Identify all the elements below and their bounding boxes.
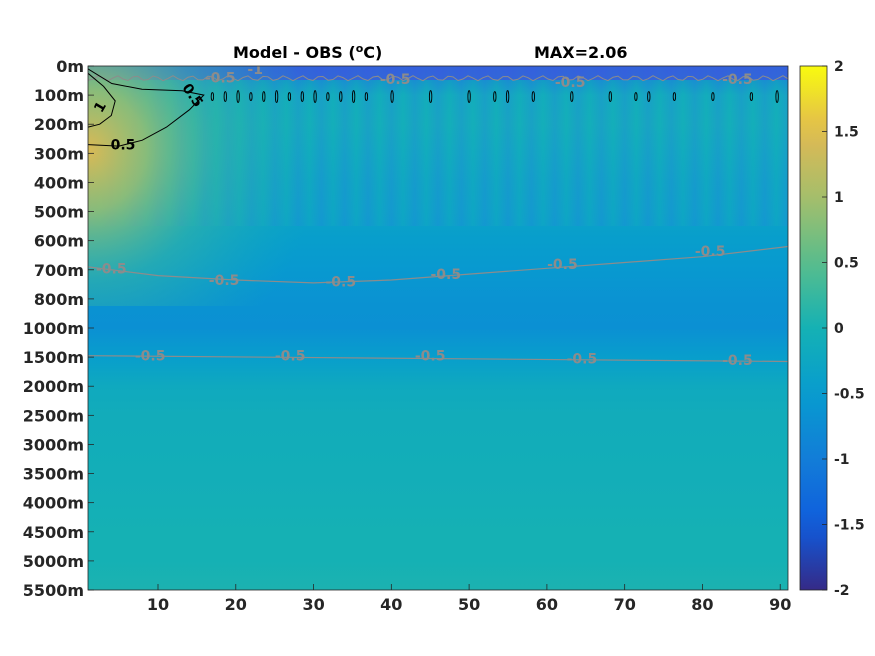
y-axis: 0m 100m 200m 300m 400m 500m 600m 700m 800m 1000m 1… bbox=[23, 57, 94, 600]
contour-label: -0.5 bbox=[380, 72, 411, 88]
colorbar: 2 1.5 1 0.5 0 -0.5 -1 -1.5 -2 bbox=[800, 59, 865, 599]
contour-label: -0.5 bbox=[430, 267, 461, 283]
y-tick-label: 3000m bbox=[23, 435, 84, 454]
y-tick-label: 600m bbox=[34, 232, 84, 251]
x-tick-label: 90 bbox=[769, 595, 791, 614]
x-tick-label: 10 bbox=[147, 595, 169, 614]
y-tick-label: 500m bbox=[34, 203, 84, 222]
contour-label: -0.5 bbox=[415, 349, 446, 365]
y-tick-label: 700m bbox=[34, 261, 84, 280]
y-tick-label: 4000m bbox=[23, 494, 84, 513]
contour-label: -0.5 bbox=[722, 353, 753, 369]
colorbar-ticks: 2 1.5 1 0.5 0 -0.5 -1 -1.5 -2 bbox=[822, 59, 865, 599]
y-tick-label: 800m bbox=[34, 290, 84, 309]
y-tick-label: 4500m bbox=[23, 523, 84, 542]
figure: Model - OBS (oC) MAX=2.06 10.50.5-0.5-1-… bbox=[0, 0, 875, 656]
colorbar-tick-label: 1 bbox=[834, 190, 844, 206]
colorbar-tick-label: 1.5 bbox=[834, 125, 859, 141]
contour-label: -0.5 bbox=[96, 261, 127, 277]
x-tick-label: 40 bbox=[380, 595, 402, 614]
colorbar-tick-label: -2 bbox=[834, 583, 850, 599]
contour-label: -0.5 bbox=[209, 273, 240, 289]
contour-label: -0.5 bbox=[722, 72, 753, 88]
y-tick-label: 1500m bbox=[23, 348, 84, 367]
contour-label: -0.5 bbox=[547, 257, 578, 273]
colorbar-tick-label: 0.5 bbox=[834, 256, 859, 272]
colorbar-tick-label: 0 bbox=[834, 321, 844, 337]
contour-label: -0.5 bbox=[567, 352, 598, 368]
max-annotation: MAX=2.06 bbox=[534, 43, 628, 62]
svg-text:Model - OBS (oC): Model - OBS (oC) bbox=[233, 42, 382, 62]
y-tick-label: 300m bbox=[34, 144, 84, 163]
contour-label: -0.5 bbox=[205, 71, 236, 87]
x-tick-label: 20 bbox=[225, 595, 247, 614]
y-tick-label: 400m bbox=[34, 173, 84, 192]
contour-label: -0.5 bbox=[325, 274, 356, 290]
y-tick-label: 5000m bbox=[23, 552, 84, 571]
title-unit: C) bbox=[363, 43, 382, 62]
colorbar-tick-label: -1.5 bbox=[834, 518, 865, 534]
x-tick-label: 80 bbox=[691, 595, 713, 614]
x-tick-label: 30 bbox=[302, 595, 324, 614]
contour-label: 0.5 bbox=[111, 138, 136, 154]
y-tick-label: 2000m bbox=[23, 377, 84, 396]
y-tick-label: 200m bbox=[34, 115, 84, 134]
colorbar-tick-label: -1 bbox=[834, 452, 850, 468]
colorbar-tick-label: 2 bbox=[834, 59, 844, 75]
title-text: Model - OBS ( bbox=[233, 43, 356, 62]
plot-area: 10.50.5-0.5-1-0.5 -0.5 -0.5-0.5-0.5 -0.5 -0.… bbox=[88, 62, 788, 590]
colorbar-tick-label: -0.5 bbox=[834, 387, 865, 403]
x-tick-label: 50 bbox=[458, 595, 480, 614]
chart-title: Model - OBS (oC) bbox=[233, 42, 382, 62]
contour-label: -0.5 bbox=[275, 349, 306, 365]
y-tick-label: 5500m bbox=[23, 581, 84, 600]
x-tick-label: 60 bbox=[536, 595, 558, 614]
y-tick-label: 3500m bbox=[23, 465, 84, 484]
y-tick-label: 2500m bbox=[23, 406, 84, 425]
y-tick-label: 100m bbox=[34, 86, 84, 105]
contour-label: -0.5 bbox=[555, 75, 586, 91]
contour-label: -0.5 bbox=[695, 244, 726, 260]
x-tick-label: 70 bbox=[614, 595, 636, 614]
y-tick-label: 1000m bbox=[23, 319, 84, 338]
contour-label: -1 bbox=[247, 62, 263, 78]
contour-label: -0.5 bbox=[135, 349, 166, 365]
y-tick-label: 0m bbox=[56, 57, 84, 76]
